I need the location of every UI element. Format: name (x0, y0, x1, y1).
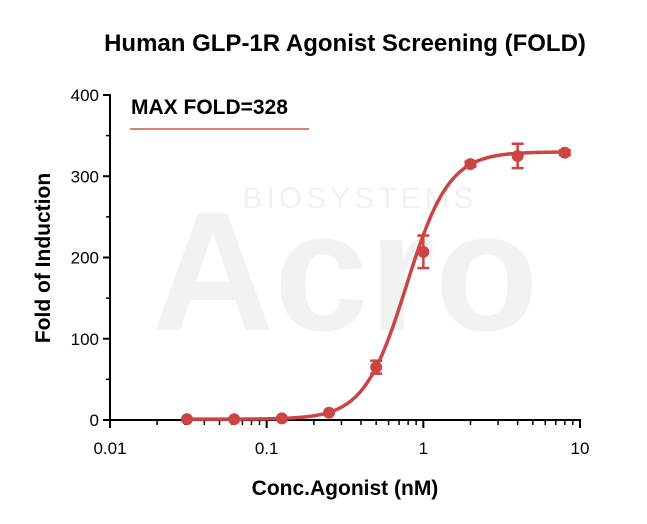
point-marker (323, 406, 336, 419)
y-axis-label: Fold of Induction (32, 173, 55, 343)
point-marker (370, 361, 383, 374)
data-point (464, 158, 477, 171)
x-tick-label: 0.01 (93, 439, 126, 458)
point-marker (417, 245, 430, 258)
data-point (417, 234, 430, 270)
x-axis-label: Conc.Agonist (nM) (252, 477, 439, 500)
watermark-logo: Acro (151, 177, 538, 367)
chart-title: Human GLP-1R Agonist Screening (FOLD) (104, 30, 586, 57)
y-tick-label: 300 (71, 167, 99, 186)
point-marker (464, 158, 477, 171)
x-tick-label: 0.1 (255, 439, 279, 458)
point-marker (558, 146, 571, 159)
y-tick-label: 0 (90, 411, 99, 430)
x-tick-label: 1 (419, 439, 428, 458)
tick-labels: 0 100 200 300 400 0.01 0.1 1 10 (71, 86, 590, 458)
data-point (228, 413, 241, 426)
point-marker (228, 413, 241, 426)
data-point (323, 406, 336, 419)
point-marker (275, 412, 288, 425)
y-tick-label: 100 (71, 330, 99, 349)
watermark: BIOSYSTEMS Acro (151, 177, 538, 367)
point-marker (180, 413, 193, 426)
data-points (180, 142, 571, 426)
y-tick-label: 400 (71, 86, 99, 105)
max-fold-annotation: MAX FOLD=328 (131, 96, 288, 119)
point-marker (511, 149, 524, 162)
y-tick-label: 200 (71, 249, 99, 268)
data-point (370, 359, 383, 375)
data-point (275, 412, 288, 425)
data-point (558, 146, 571, 159)
data-point (511, 142, 524, 170)
x-tick-label: 10 (571, 439, 590, 458)
data-point (180, 413, 193, 426)
